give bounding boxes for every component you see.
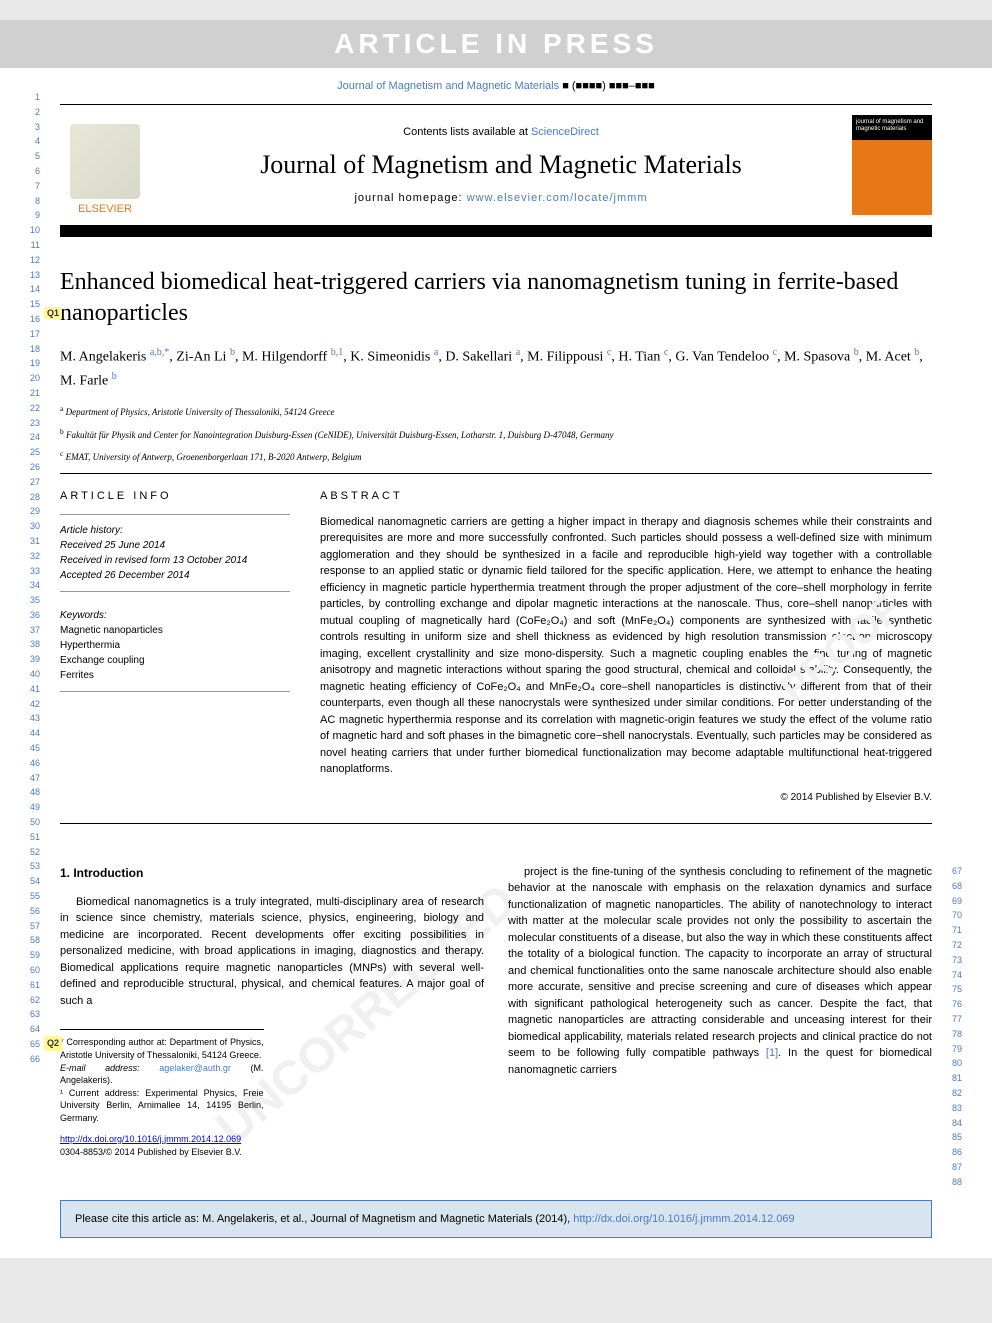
divider: [60, 473, 932, 474]
abstract-text: Biomedical nanomagnetic carriers are get…: [320, 514, 932, 778]
q1-marker: Q1: [44, 307, 62, 319]
corresponding-author: * Corresponding author at: Department of…: [60, 1036, 264, 1061]
journal-ref-vol: ■ (■■■■) ■■■–■■■: [562, 80, 655, 92]
keyword: Magnetic nanoparticles: [60, 623, 290, 638]
current-address: ¹ Current address: Experimental Physics,…: [60, 1087, 264, 1125]
info-abstract-row: ARTICLE INFO Article history: Received 2…: [60, 490, 932, 803]
journal-title: Journal of Magnetism and Magnetic Materi…: [150, 150, 852, 180]
abstract-copyright: © 2014 Published by Elsevier B.V.: [320, 792, 932, 803]
page: ARTICLE IN PRESS Journal of Magnetism an…: [0, 20, 992, 1258]
keywords-label: Keywords:: [60, 608, 290, 623]
footnotes: Q2 * Corresponding author at: Department…: [60, 1029, 264, 1124]
doi-link[interactable]: http://dx.doi.org/10.1016/j.jmmm.2014.12…: [60, 1133, 484, 1147]
contents-available: Contents lists available at ScienceDirec…: [150, 126, 852, 138]
article-info-column: ARTICLE INFO Article history: Received 2…: [60, 490, 290, 803]
sciencedirect-link[interactable]: ScienceDirect: [531, 126, 599, 138]
body-columns: 1. Introduction Biomedical nanomagnetics…: [60, 864, 932, 1160]
keyword: Hyperthermia: [60, 638, 290, 653]
email-link[interactable]: agelaker@auth.gr: [159, 1063, 231, 1073]
citation-box: Please cite this article as: M. Angelake…: [60, 1200, 932, 1239]
keyword: Exchange coupling: [60, 653, 290, 668]
abstract-column: ABSTRACT Biomedical nanomagnetic carrier…: [320, 490, 932, 803]
accepted-date: Accepted 26 December 2014: [60, 568, 290, 583]
line-numbers-right: 6768697071727374757677787980818283848586…: [952, 864, 972, 1190]
history-label: Article history:: [60, 523, 290, 538]
issn-copyright: 0304-8853/© 2014 Published by Elsevier B…: [60, 1146, 484, 1160]
article-info-label: ARTICLE INFO: [60, 490, 290, 502]
body-column-right: 6768697071727374757677787980818283848586…: [508, 864, 932, 1160]
q2-marker: Q2: [44, 1036, 62, 1051]
intro-paragraph-2: project is the fine-tuning of the synthe…: [508, 864, 932, 1079]
authors: M. Angelakeris a,b,*, Zi-An Li b, M. Hil…: [60, 345, 932, 393]
journal-cover-thumbnail: journal of magnetism and magnetic materi…: [852, 115, 932, 215]
keyword: Ferrites: [60, 668, 290, 683]
intro-paragraph-1: Biomedical nanomagnetics is a truly inte…: [60, 894, 484, 1010]
journal-ref-name: Journal of Magnetism and Magnetic Materi…: [337, 80, 559, 92]
revised-date: Received in revised form 13 October 2014: [60, 553, 290, 568]
header-divider: [60, 225, 932, 237]
body-column-left: 1. Introduction Biomedical nanomagnetics…: [60, 864, 484, 1160]
keywords-box: Keywords: Magnetic nanoparticlesHyperthe…: [60, 608, 290, 692]
journal-reference: Journal of Magnetism and Magnetic Materi…: [0, 68, 992, 104]
email-line: E-mail address: agelaker@auth.gr (M. Ang…: [60, 1062, 264, 1087]
received-date: Received 25 June 2014: [60, 538, 290, 553]
journal-homepage: journal homepage: www.elsevier.com/locat…: [150, 192, 852, 204]
citation-doi-link[interactable]: http://dx.doi.org/10.1016/j.jmmm.2014.12…: [573, 1213, 794, 1225]
abstract-label: ABSTRACT: [320, 490, 932, 502]
journal-header: ELSEVIER Contents lists available at Sci…: [60, 104, 932, 225]
affiliation: c EMAT, University of Antwerp, Groenenbo…: [60, 448, 932, 465]
affiliation: b Fakultät für Physik and Center for Nan…: [60, 426, 932, 443]
elsevier-tree-icon: [70, 124, 140, 199]
publisher-name: ELSEVIER: [78, 203, 132, 215]
article-history-box: Article history: Received 25 June 2014 R…: [60, 514, 290, 592]
article-title: Enhanced biomedical heat-triggered carri…: [60, 267, 932, 329]
publisher-logo: ELSEVIER: [60, 115, 150, 215]
divider: [60, 823, 932, 824]
article-in-press-banner: ARTICLE IN PRESS: [0, 20, 992, 68]
introduction-heading: 1. Introduction: [60, 864, 484, 882]
content-area: PROOF UNCORRECTED Q1 Enhanced biomedical…: [0, 237, 992, 1180]
affiliation: a Department of Physics, Aristotle Unive…: [60, 403, 932, 420]
affiliations: a Department of Physics, Aristotle Unive…: [60, 403, 932, 465]
homepage-link[interactable]: www.elsevier.com/locate/jmmm: [467, 192, 648, 204]
